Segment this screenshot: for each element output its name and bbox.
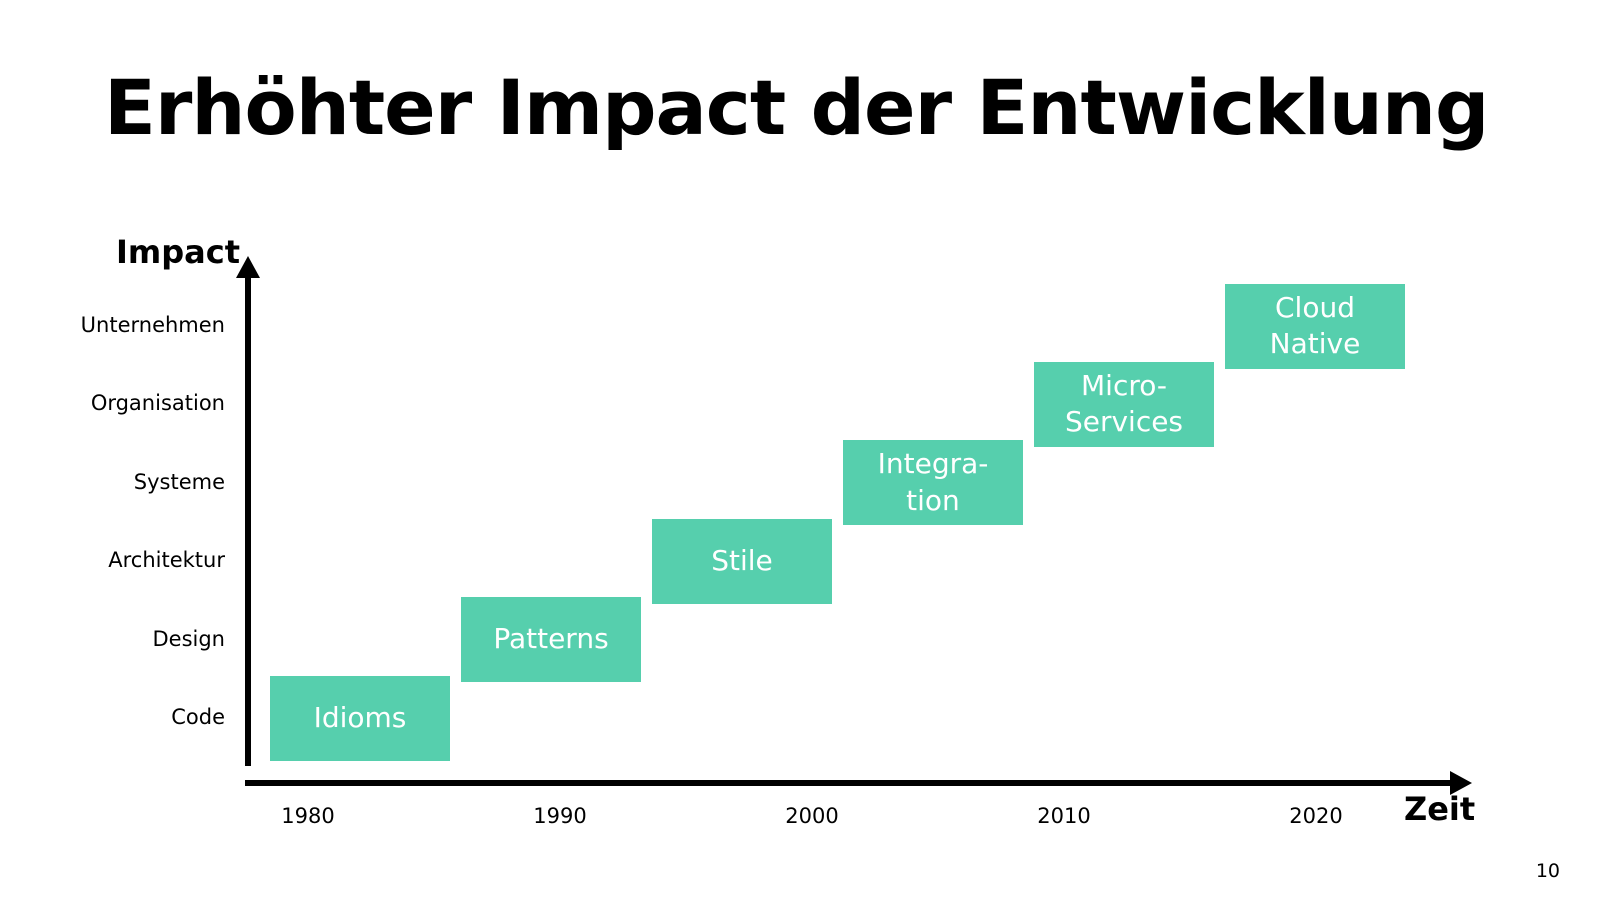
y-level-label-unternehmen: Unternehmen (80, 313, 225, 337)
step-box-idioms: Idioms (270, 675, 450, 761)
y-level-label-systeme: Systeme (133, 469, 225, 494)
step-box-microservices: Micro- Services (1034, 361, 1214, 447)
step-box-integration: Integra- tion (843, 440, 1023, 526)
page-number: 10 (1535, 860, 1560, 882)
y-level-label-architektur: Architektur (108, 548, 225, 573)
y-axis-arrowhead (236, 256, 260, 278)
x-tick-label-2020: 2020 (1289, 804, 1343, 828)
x-tick-label-2000: 2000 (785, 804, 839, 828)
y-level-label-design: Design (152, 626, 225, 651)
y-level-label-code: Code (171, 705, 225, 729)
x-tick-label-2010: 2010 (1037, 804, 1091, 828)
x-axis-arrowhead (1450, 771, 1472, 795)
y-axis-title: Impact (116, 233, 241, 271)
y-level-label-organisation: Organisation (90, 391, 225, 416)
y-axis-level-labels: Code Design Architektur Systeme Organisation… (40, 0, 225, 900)
x-tick-label-1980: 1980 (281, 804, 335, 828)
x-tick-label-1990: 1990 (533, 804, 587, 828)
slide-title: Erhöhter Impact der Entwicklung (104, 63, 1489, 152)
step-box-cloudnative: Cloud Native (1225, 283, 1405, 369)
step-box-patterns: Patterns (461, 597, 641, 683)
x-axis-title: Zeit (1404, 790, 1476, 828)
step-box-stile: Stile (652, 518, 832, 604)
